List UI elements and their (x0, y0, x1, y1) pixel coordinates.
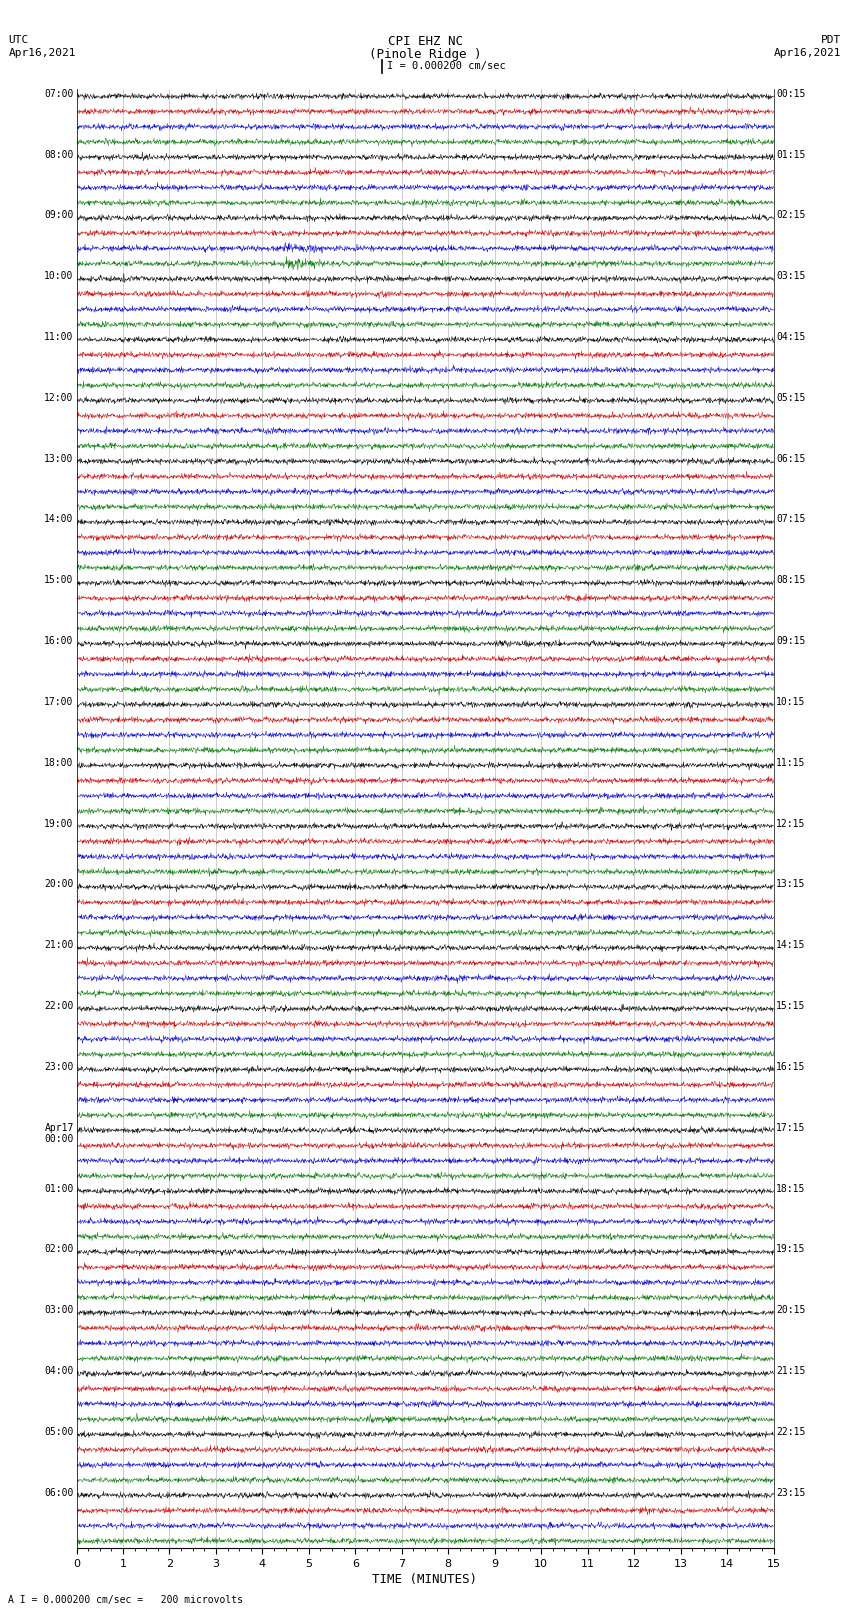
Text: Apr16,2021: Apr16,2021 (8, 48, 76, 58)
Text: (Pinole Ridge ): (Pinole Ridge ) (369, 48, 481, 61)
Text: CPI EHZ NC: CPI EHZ NC (388, 35, 462, 48)
Text: PDT: PDT (821, 35, 842, 45)
X-axis label: TIME (MINUTES): TIME (MINUTES) (372, 1573, 478, 1586)
Text: A I = 0.000200 cm/sec =   200 microvolts: A I = 0.000200 cm/sec = 200 microvolts (8, 1595, 243, 1605)
Text: Apr16,2021: Apr16,2021 (774, 48, 842, 58)
Text: UTC: UTC (8, 35, 29, 45)
Text: I = 0.000200 cm/sec: I = 0.000200 cm/sec (387, 61, 506, 71)
